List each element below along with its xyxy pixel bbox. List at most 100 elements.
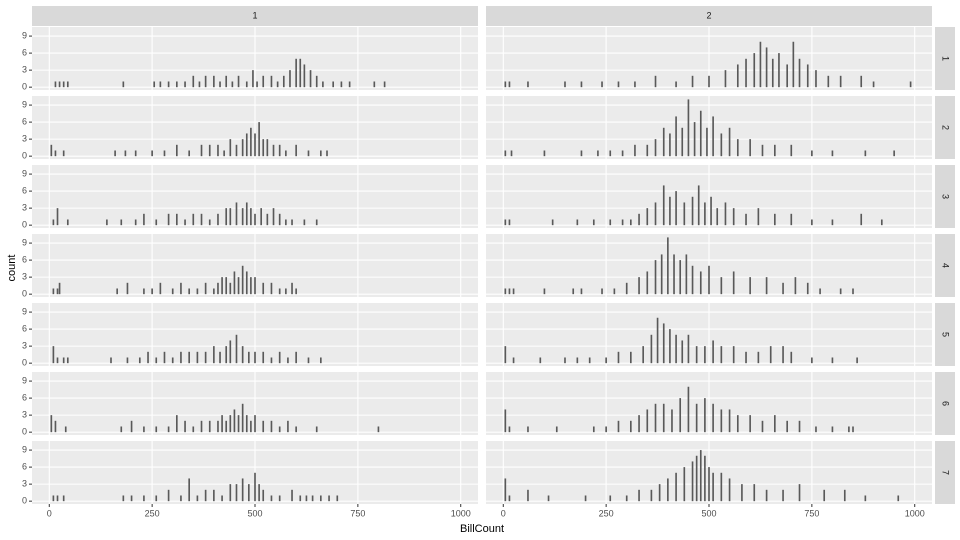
bar [52, 219, 55, 226]
bar [58, 81, 61, 88]
bar [691, 461, 694, 502]
bar [188, 288, 190, 295]
bar [196, 495, 199, 502]
bar [638, 213, 640, 226]
bar [757, 208, 760, 226]
bar [188, 351, 190, 364]
x-tick-label: 250 [599, 508, 614, 518]
bar [720, 346, 723, 364]
bar [66, 81, 69, 88]
bar [229, 208, 232, 226]
bar [250, 420, 252, 433]
bar [196, 351, 199, 364]
bar [204, 282, 207, 295]
bar [167, 213, 170, 226]
bar [625, 282, 628, 295]
y-tick-label: 9 [22, 168, 27, 178]
bar [229, 282, 232, 295]
bar [539, 357, 542, 364]
y-tick-label: 3 [22, 203, 27, 213]
bar [673, 254, 675, 295]
bar [198, 81, 201, 88]
bar [250, 127, 252, 157]
bar [630, 219, 632, 226]
bar [741, 484, 743, 502]
bar [504, 409, 507, 433]
bar [196, 288, 199, 295]
bar [260, 208, 262, 226]
bar [654, 202, 657, 226]
bar [377, 426, 380, 433]
bar [662, 323, 665, 364]
bar [130, 420, 133, 433]
bar [708, 75, 710, 88]
bar [728, 409, 731, 433]
row-strip-label: 7 [941, 470, 951, 475]
x-tick-label: 750 [804, 508, 819, 518]
bar [155, 219, 158, 226]
bar [790, 213, 793, 226]
bar [254, 213, 256, 226]
bar [667, 237, 669, 295]
bar [245, 133, 248, 157]
bar [348, 81, 351, 88]
bar [617, 351, 620, 364]
bar [683, 202, 686, 226]
bar [204, 351, 207, 364]
bar [256, 81, 258, 88]
bar [704, 455, 706, 502]
bar [134, 219, 137, 226]
y-tick-label: 0 [22, 427, 27, 437]
bar [745, 58, 747, 88]
bar [839, 288, 842, 295]
bar [192, 213, 195, 226]
bar [806, 282, 809, 295]
bar [287, 357, 289, 364]
bar [790, 351, 793, 364]
bar [235, 334, 238, 364]
bar [669, 196, 671, 226]
bar [241, 265, 244, 295]
y-tick-label: 0 [22, 82, 27, 92]
bar [58, 282, 61, 295]
bar [219, 81, 221, 88]
bar [147, 351, 149, 364]
bar [576, 357, 579, 364]
y-tick-label: 0 [22, 289, 27, 299]
bar [774, 415, 776, 433]
bar [819, 288, 821, 295]
bar [254, 415, 256, 433]
bar [159, 282, 162, 295]
bar [56, 357, 59, 364]
bar [204, 489, 207, 502]
y-tick-label: 6 [22, 392, 27, 402]
bar [708, 265, 710, 295]
bar [52, 288, 55, 295]
bar [153, 81, 156, 88]
bar [305, 495, 308, 502]
bar [646, 208, 649, 226]
bar [229, 415, 232, 433]
bar [543, 288, 546, 295]
bar [62, 495, 65, 502]
bar [287, 420, 289, 433]
bar [320, 150, 322, 157]
bar [303, 64, 306, 88]
bar [798, 420, 801, 433]
x-tick-label: 250 [145, 508, 160, 518]
bar [176, 81, 178, 88]
bar [650, 334, 653, 364]
bar [272, 208, 275, 226]
bar [231, 81, 234, 88]
y-tick-label: 3 [22, 341, 27, 351]
bar [276, 81, 279, 88]
bar [656, 317, 659, 364]
bar [732, 208, 735, 226]
bar [831, 357, 834, 364]
bar [303, 219, 306, 226]
bar [654, 403, 657, 433]
bar [180, 351, 182, 364]
bar [695, 403, 698, 433]
bar [605, 426, 607, 433]
bar [617, 420, 620, 433]
